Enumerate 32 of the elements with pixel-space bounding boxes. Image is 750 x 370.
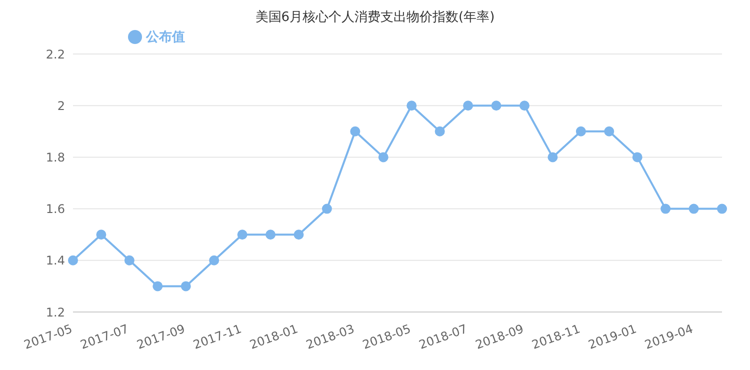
point	[350, 126, 360, 136]
point	[322, 204, 332, 214]
point	[209, 255, 220, 266]
y-tick-label: 2	[57, 98, 65, 113]
point	[68, 255, 78, 266]
point	[632, 152, 642, 162]
point	[491, 100, 502, 111]
y-tick-label: 1.6	[46, 202, 65, 216]
y-tick-label: 2.2	[46, 47, 65, 62]
point	[717, 204, 727, 214]
point	[266, 230, 276, 240]
point	[96, 230, 106, 240]
point	[519, 100, 530, 111]
y-tick-label: 1.4	[46, 254, 65, 268]
point	[124, 255, 134, 266]
point	[294, 230, 304, 240]
point	[152, 281, 163, 292]
point	[688, 204, 699, 214]
chart-title: 美国6月核心个人消费支出物价指数(年率)	[254, 9, 496, 27]
y-tick-label: 1.2	[46, 305, 65, 320]
y-tick-label: 1.8	[46, 150, 65, 164]
point	[378, 152, 388, 162]
point	[406, 100, 417, 111]
point	[180, 281, 191, 292]
point	[604, 126, 614, 136]
point	[548, 152, 558, 162]
point	[434, 126, 445, 136]
legend-label: 公布值	[146, 30, 185, 45]
point	[576, 126, 586, 136]
point	[463, 100, 474, 111]
point	[660, 204, 671, 214]
point	[237, 230, 248, 240]
